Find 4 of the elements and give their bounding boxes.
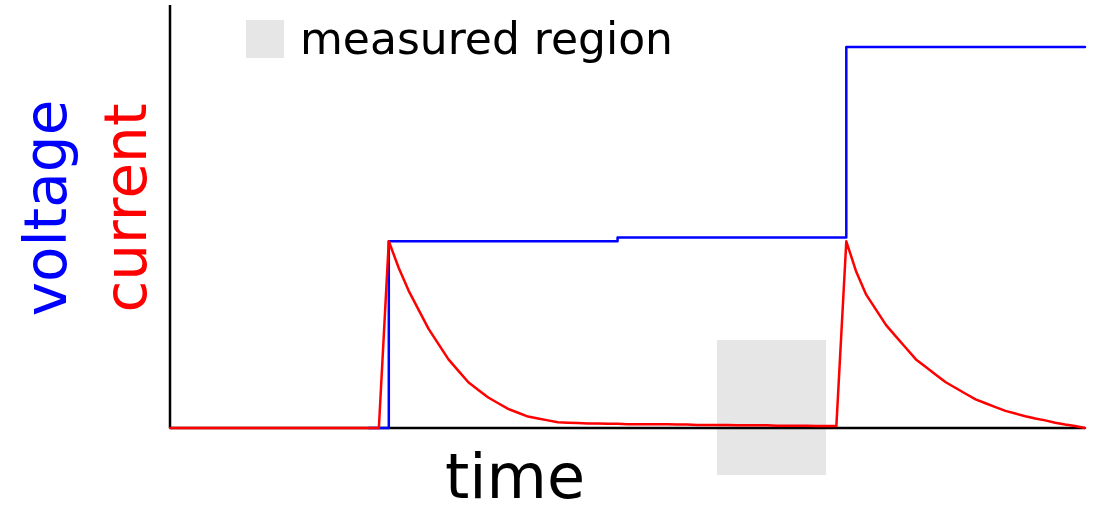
text: current	[92, 103, 160, 313]
text: voltage	[12, 99, 80, 317]
x-axis-title: time	[444, 440, 586, 506]
annotation: measured region	[300, 13, 673, 64]
